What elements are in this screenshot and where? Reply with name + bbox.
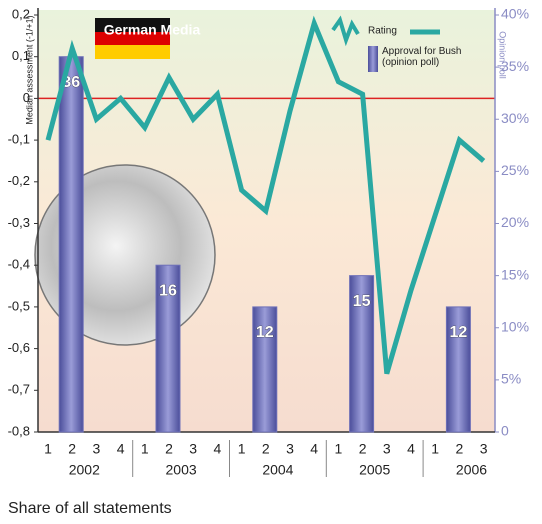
- y-axis-label: Median assessment (-1/+1): [24, 15, 34, 124]
- y2-tick-label: 0: [501, 423, 509, 439]
- rating-line: [45, 15, 486, 375]
- bar-value-label: 12: [450, 324, 468, 341]
- y-tick-label: -0,1: [8, 132, 30, 147]
- flag-black: [95, 18, 170, 32]
- y2-tick-label: 5%: [501, 371, 521, 387]
- x-tick-label: 1: [44, 441, 52, 457]
- x-tick-label: 2: [165, 441, 173, 457]
- y-tick-label: -0,5: [8, 298, 30, 313]
- bar-value-label: 12: [256, 324, 274, 341]
- year-label: 2002: [69, 462, 100, 478]
- x-tick-label: 4: [214, 441, 222, 457]
- y-tick-label: -0,6: [8, 340, 30, 355]
- bar: [58, 56, 84, 433]
- x-tick-label: 2: [359, 441, 367, 457]
- x-tick-label: 3: [93, 441, 101, 457]
- y2-tick-label: 20%: [501, 214, 529, 230]
- x-tick-label: 4: [310, 441, 318, 457]
- y-tick-label: -0,2: [8, 173, 30, 188]
- x-tick-label: 3: [480, 441, 488, 457]
- year-label: 2004: [262, 462, 293, 478]
- x-tick-label: 4: [407, 441, 415, 457]
- bar: [155, 264, 181, 433]
- legend-label: Rating: [368, 26, 397, 37]
- y-tick-label: -0,4: [8, 257, 30, 272]
- bar: [349, 275, 375, 433]
- bar: [445, 306, 471, 433]
- y2-tick-label: 25%: [501, 162, 529, 178]
- y2-tick-label: 35%: [501, 58, 529, 74]
- x-tick-label: 1: [141, 441, 149, 457]
- x-tick-label: 2: [68, 441, 76, 457]
- x-tick-label: 1: [238, 441, 246, 457]
- footer: Share of all statements: [8, 500, 172, 517]
- legend-bar-icon: [368, 46, 378, 72]
- y2-axis-label: Opinion poll: [498, 31, 508, 79]
- bar-value-label: 15: [353, 293, 371, 310]
- y2-tick-label: 15%: [501, 266, 529, 282]
- legend-line-icon: [331, 15, 360, 47]
- bar-value-label: 16: [159, 282, 177, 299]
- x-tick-label: 2: [262, 441, 270, 457]
- y-tick-label: -0,7: [8, 382, 30, 397]
- y-tick-label: 0,2: [12, 6, 30, 21]
- y-tick-label: -0,8: [8, 423, 30, 438]
- x-tick-label: 3: [189, 441, 197, 457]
- year-label: 2003: [166, 462, 197, 478]
- year-label: 2006: [456, 462, 487, 478]
- year-label: 2005: [359, 462, 390, 478]
- x-tick-label: 1: [335, 441, 343, 457]
- x-tick-label: 1: [431, 441, 439, 457]
- x-tick-label: 3: [383, 441, 391, 457]
- bar: [252, 306, 278, 433]
- x-tick-label: 4: [117, 441, 125, 457]
- flag-red: [95, 32, 170, 45]
- y-tick-label: -0,3: [8, 215, 30, 230]
- y2-tick-label: 40%: [501, 6, 529, 22]
- y-tick-label: 0,1: [12, 48, 30, 63]
- y2-tick-label: 30%: [501, 110, 529, 126]
- legend-label: Approval for Bush (opinion poll): [382, 46, 462, 68]
- flag-gold: [95, 45, 170, 59]
- x-tick-label: 3: [286, 441, 294, 457]
- chart-title: German Media: [104, 22, 201, 38]
- y-tick-label: 0: [23, 90, 30, 105]
- x-tick-label: 2: [456, 441, 464, 457]
- y2-tick-label: 10%: [501, 318, 529, 334]
